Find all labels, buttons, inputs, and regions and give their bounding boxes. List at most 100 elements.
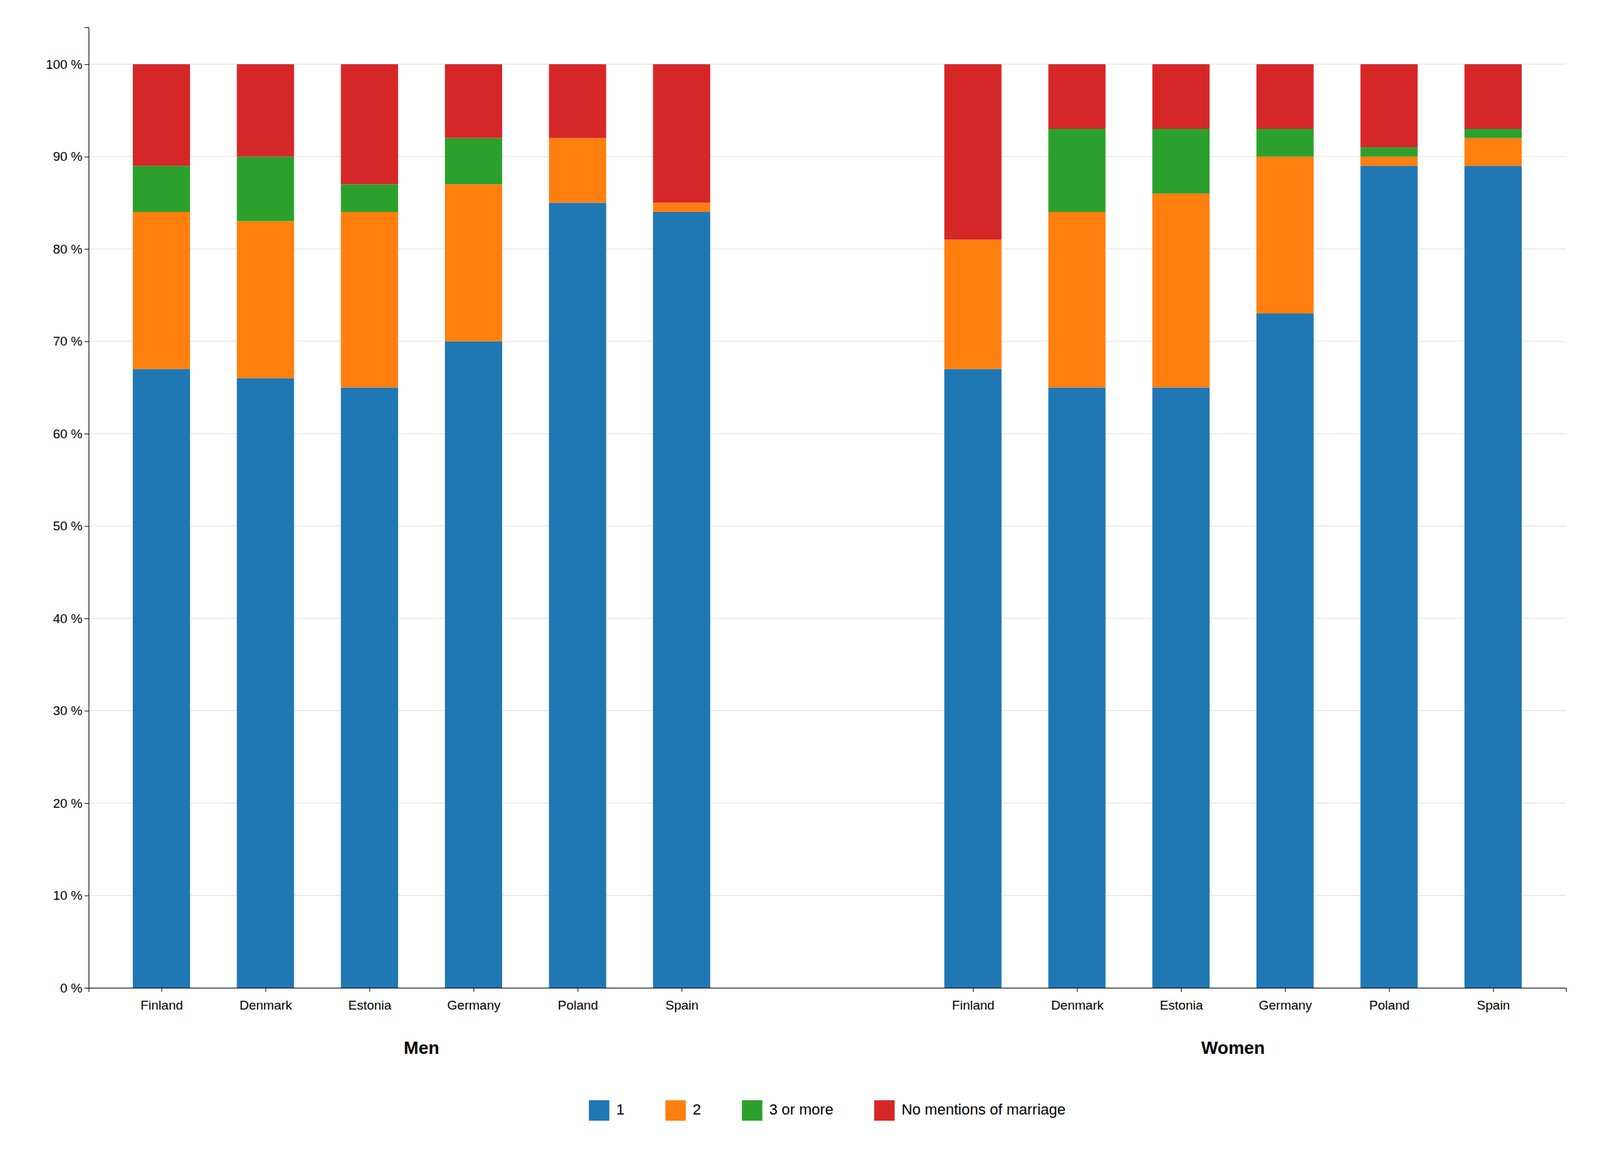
bar	[1464, 165, 1522, 988]
grid-line	[88, 156, 1566, 157]
y-tick: 30 %	[53, 703, 89, 718]
x-tick-label: Poland	[1368, 997, 1410, 1012]
plot: Finland Denmark Estonia Germany Poland Spain F…	[45, 27, 1566, 1058]
legend-label: 2	[692, 1100, 701, 1118]
bar	[944, 64, 1002, 240]
bar	[444, 341, 503, 988]
x-tick-label: Denmark	[239, 997, 294, 1012]
legend-swatch	[665, 1099, 686, 1121]
x-tick-mark	[1180, 987, 1182, 992]
bar	[652, 211, 711, 988]
x-tick-mark	[265, 987, 267, 992]
x-tick-mark	[681, 987, 683, 992]
bar	[944, 368, 1002, 988]
x-tick-label: Germany	[447, 997, 501, 1012]
grid-line	[88, 248, 1566, 250]
y-tick-label: 50 %	[53, 518, 83, 533]
bar	[1360, 156, 1418, 167]
bar	[340, 211, 398, 388]
y-tick-mark	[84, 341, 89, 343]
legend-swatch	[588, 1099, 610, 1121]
legend-label: 1	[616, 1100, 625, 1118]
y-tick-mark	[84, 987, 89, 989]
x-tick: Germany	[447, 987, 501, 1012]
bar	[132, 64, 191, 166]
x-tick: Finland	[951, 987, 995, 1012]
y-tick-mark	[84, 248, 89, 250]
x-tick-label: Finland	[140, 997, 183, 1012]
bar	[1152, 128, 1210, 194]
grid	[88, 64, 1566, 988]
bar	[1464, 64, 1522, 129]
y-axis: 0 %10 %20 %30 %40 %50 %60 %70 %80 %90 %1…	[45, 27, 89, 995]
bar	[1048, 387, 1106, 988]
y-tick-label: 70 %	[53, 333, 83, 349]
bar	[444, 183, 503, 341]
grid-line	[88, 894, 1566, 896]
grid-line	[88, 64, 1566, 65]
x-tick-label: Spain	[1476, 997, 1511, 1012]
x-tick: Estonia	[348, 987, 392, 1012]
x-tick: Denmark	[1050, 987, 1104, 1012]
bar	[340, 183, 398, 212]
x-axis-line	[89, 988, 1567, 993]
bar	[1256, 64, 1314, 129]
bar	[549, 202, 607, 988]
x-tick-label: Estonia	[348, 997, 392, 1012]
bar	[1360, 165, 1418, 988]
grid-line	[88, 340, 1566, 342]
y-tick: 70 %	[53, 333, 89, 349]
x-tick: Poland	[557, 987, 598, 1012]
x-tick-mark	[473, 987, 475, 992]
x-tick-label: Germany	[1258, 997, 1313, 1012]
y-tick-label: 90 %	[53, 149, 83, 164]
x-tick-mark	[161, 987, 163, 992]
bar	[1360, 64, 1418, 148]
x-axis: Finland Denmark Estonia Germany Poland Spain F…	[89, 987, 1567, 1012]
bar	[340, 387, 398, 988]
bar	[237, 221, 295, 379]
bar	[444, 138, 503, 185]
x-tick: Estonia	[1159, 987, 1204, 1012]
bar	[1256, 313, 1314, 988]
x-tick-mark	[1388, 987, 1390, 992]
bar	[1048, 64, 1106, 129]
bar	[237, 378, 295, 988]
bar	[1048, 128, 1106, 212]
bar	[132, 211, 191, 369]
y-tick: 0 %	[59, 980, 89, 995]
chart: Finland Denmark Estonia Germany Poland Spain F…	[0, 0, 1600, 1165]
x-tick-label: Spain	[665, 997, 699, 1012]
y-tick: 10 %	[53, 887, 89, 903]
y-tick: 60 %	[53, 426, 89, 441]
y-tick-mark	[84, 802, 89, 804]
x-tick: Denmark	[239, 987, 294, 1012]
group-label: Men	[404, 1037, 440, 1058]
grid-line	[88, 433, 1566, 435]
x-tick: Germany	[1258, 987, 1313, 1012]
bar	[444, 64, 503, 138]
y-tick-label: 30 %	[53, 703, 83, 718]
bar	[1256, 128, 1314, 157]
y-tick-mark	[84, 895, 89, 897]
bars	[132, 64, 1522, 988]
x-tick: Spain	[665, 987, 699, 1012]
x-tick-mark	[1493, 987, 1494, 992]
bar	[340, 64, 398, 184]
bar	[1152, 387, 1210, 988]
grid-line	[88, 710, 1566, 711]
x-tick-mark	[577, 987, 579, 992]
legend-label: 3 or more	[769, 1100, 834, 1118]
legend-item: 1	[588, 1099, 625, 1121]
y-tick: 20 %	[53, 795, 89, 811]
bar	[1048, 211, 1106, 388]
grid-line	[88, 618, 1566, 619]
y-axis-line	[84, 27, 90, 989]
y-tick-mark	[84, 710, 89, 712]
x-tick-mark	[1076, 987, 1078, 992]
legend: 123 or moreNo mentions of marriage	[588, 1099, 1066, 1121]
y-tick-mark	[84, 156, 89, 158]
x-tick-label: Finland	[951, 997, 995, 1012]
y-tick: 40 %	[53, 611, 89, 626]
x-tick-mark	[973, 987, 974, 992]
